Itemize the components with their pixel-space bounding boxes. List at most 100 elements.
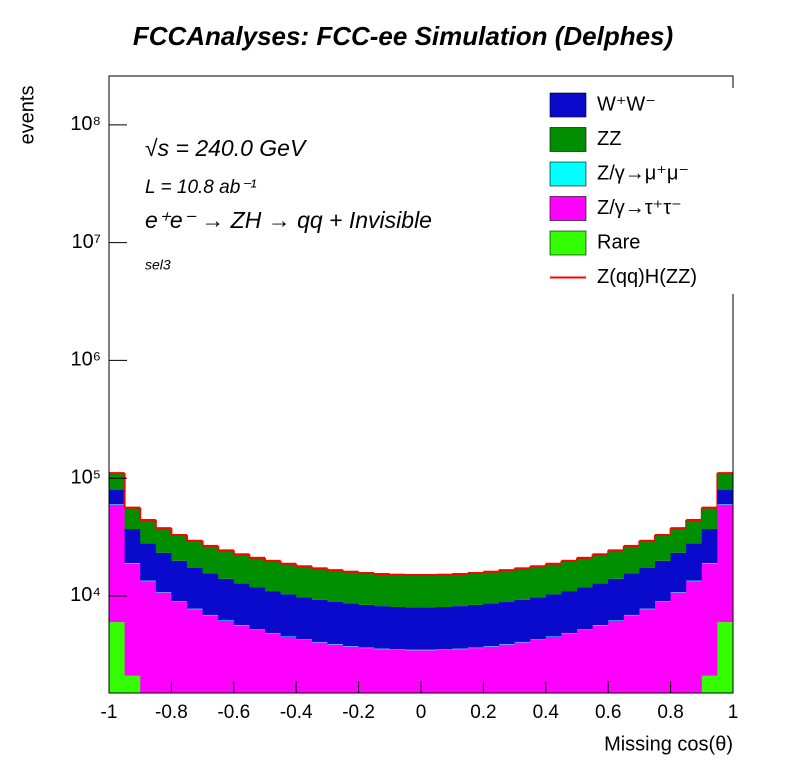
histogram-bin	[624, 546, 640, 573]
x-tick-label: 0.4	[533, 702, 560, 723]
histogram-bin	[203, 546, 219, 573]
x-tick-label: 0.8	[657, 702, 683, 723]
histogram-bin	[546, 636, 562, 637]
histogram-bin	[717, 490, 733, 505]
histogram-bin	[639, 541, 655, 568]
y-tick-label: 10⁵	[70, 466, 101, 488]
histogram-bin	[125, 563, 141, 564]
histogram-bin	[655, 601, 671, 602]
histogram-bin	[561, 633, 577, 634]
histogram-bin	[452, 649, 468, 650]
histogram-bin	[561, 591, 577, 633]
y-tick-label: 10⁸	[70, 113, 101, 135]
histogram-bin	[249, 587, 265, 629]
histogram-bin	[390, 607, 406, 649]
histogram-bin	[671, 528, 687, 552]
histogram-bin	[327, 644, 343, 645]
histogram-bin	[421, 607, 437, 649]
x-tick-label: -0.4	[280, 702, 313, 723]
histogram-bin	[140, 581, 156, 696]
histogram-bin	[312, 569, 328, 600]
legend-swatch	[550, 231, 586, 255]
x-axis-label: Missing cos(θ)	[604, 733, 733, 755]
y-tick-label: 10⁴	[70, 584, 101, 606]
histogram-bin	[109, 505, 125, 622]
histogram-bin	[686, 581, 702, 696]
histogram-bin	[265, 561, 281, 591]
histogram-bin	[234, 554, 250, 583]
histogram-bin	[530, 597, 546, 639]
histogram-bin	[312, 642, 328, 643]
annotation: sel3	[145, 257, 171, 273]
histogram-bin	[702, 508, 718, 529]
histogram-bin	[156, 553, 172, 592]
histogram-bin	[171, 535, 187, 561]
legend-label: Rare	[597, 231, 640, 253]
histogram-bin	[515, 642, 531, 643]
histogram-bin	[577, 587, 593, 629]
histogram-bin	[405, 575, 421, 607]
histogram-bin	[468, 648, 484, 649]
histogram-bin	[702, 564, 718, 676]
histogram-bin	[468, 605, 484, 648]
histogram-bin	[140, 543, 156, 580]
y-tick-label: 10⁷	[72, 231, 101, 253]
chart-title: FCCAnalyses: FCC-ee Simulation (Delphes)	[133, 21, 673, 51]
x-tick-label: -0.6	[217, 702, 250, 723]
histogram-bin	[327, 570, 343, 601]
histogram-bin	[671, 553, 687, 592]
legend-swatch	[550, 162, 586, 186]
histogram-bin	[296, 597, 312, 639]
histogram-bin	[359, 605, 375, 648]
x-tick-label: 0	[416, 702, 427, 723]
legend-swatch	[550, 93, 586, 117]
histogram-bin	[343, 603, 359, 646]
histogram-bin	[249, 558, 265, 587]
histogram-bin	[561, 561, 577, 591]
histogram-bin	[281, 564, 297, 595]
histogram-bin	[671, 592, 687, 593]
histogram-bin	[374, 649, 390, 650]
histogram-bin	[717, 473, 733, 489]
histogram-bin	[218, 579, 234, 621]
histogram-bin	[265, 633, 281, 634]
histogram-bin	[577, 558, 593, 587]
histogram-bin	[437, 607, 453, 649]
legend-label: Z/γ→τ⁺τ⁻	[597, 197, 682, 219]
histogram-bin	[530, 639, 546, 640]
histogram-bin	[655, 561, 671, 602]
histogram-bin	[405, 607, 421, 649]
histogram-bin	[109, 490, 125, 505]
histogram-bin	[452, 606, 468, 649]
histogram-bin	[452, 574, 468, 606]
histogram-bin	[717, 504, 733, 505]
legend-label: Z/γ→μ⁺μ⁻	[597, 162, 689, 184]
histogram-bin	[593, 625, 609, 626]
histogram-bin	[359, 573, 375, 605]
histogram-bin	[515, 569, 531, 600]
histogram-bin	[171, 601, 187, 602]
histogram-bin	[156, 528, 172, 552]
histogram-bin	[437, 649, 453, 650]
histogram-bin	[265, 591, 281, 633]
histogram-bin	[343, 646, 359, 647]
histogram-bin	[374, 606, 390, 649]
histogram-bin	[156, 592, 172, 593]
x-tick-label: 1	[728, 702, 739, 723]
histogram-bin	[499, 602, 515, 644]
histogram-bin	[234, 583, 250, 625]
histogram-bin	[390, 575, 406, 607]
histogram-bin	[296, 566, 312, 597]
annotation: √s = 240.0 GeV	[145, 135, 308, 161]
legend-label: W⁺W⁻	[597, 93, 656, 115]
histogram-bin	[312, 600, 328, 642]
y-axis-label: events	[16, 86, 38, 145]
histogram-bin	[281, 594, 297, 636]
histogram-bin	[218, 551, 234, 579]
histogram-bin	[546, 594, 562, 636]
histogram-bin	[437, 575, 453, 607]
histogram-bin	[655, 535, 671, 561]
histogram-bin	[702, 563, 718, 564]
histogram-bin	[639, 568, 655, 609]
